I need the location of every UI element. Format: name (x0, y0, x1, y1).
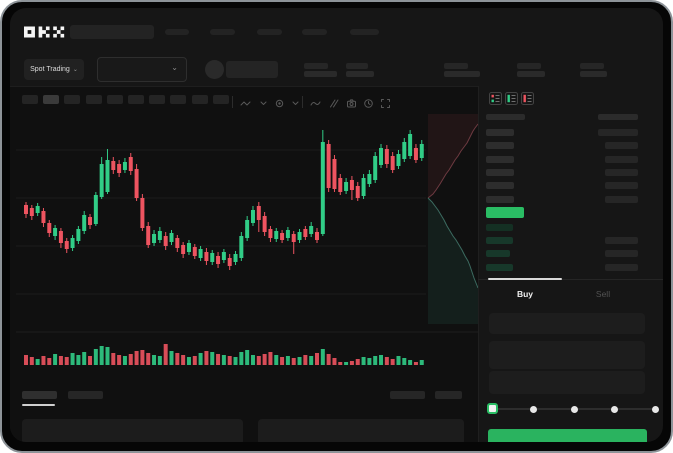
ask-price-placeholder[interactable] (486, 182, 514, 189)
global-search-input[interactable] (70, 25, 154, 39)
clock-icon[interactable] (363, 96, 374, 108)
chevron-down-icon: ⌄ (72, 67, 78, 73)
pair-name-placeholder (226, 61, 278, 78)
top-nav-item[interactable] (165, 29, 189, 35)
top-nav-item[interactable] (350, 29, 379, 35)
orderbook-price-header (486, 114, 525, 120)
interval-button[interactable] (64, 95, 81, 104)
interval-button[interactable] (106, 95, 123, 104)
bottom-action-placeholder[interactable] (390, 391, 425, 399)
interval-button[interactable] (85, 95, 102, 104)
ask-amount-placeholder (605, 169, 638, 176)
interval-button[interactable] (128, 95, 144, 104)
bid-amount-placeholder (605, 250, 638, 257)
bid-price-placeholder[interactable] (486, 237, 513, 244)
orderbook-view-toggles (489, 92, 534, 110)
ask-price-placeholder[interactable] (486, 142, 514, 149)
interval-button[interactable] (149, 95, 166, 104)
slider-stop-dot[interactable] (610, 406, 618, 413)
interval-button[interactable] (191, 95, 208, 104)
bid-price-placeholder[interactable] (486, 264, 513, 271)
ask-amount-placeholder (605, 196, 638, 203)
bottom-panel-left (22, 419, 243, 442)
book-asks-icon[interactable] (521, 92, 534, 110)
bid-price-placeholder[interactable] (486, 224, 513, 231)
app-screen: Spot Trading ⌄ ⌄ (10, 8, 663, 442)
order-input-field[interactable] (489, 371, 645, 394)
subheader-divider (10, 86, 478, 87)
book-both-icon[interactable] (489, 92, 502, 110)
interval-button[interactable] (43, 95, 60, 104)
ask-price-placeholder[interactable] (486, 129, 514, 136)
chevron-down-icon: ⌄ (171, 63, 178, 72)
target-icon[interactable] (274, 96, 285, 108)
slider-stop-dot[interactable] (651, 406, 659, 413)
bid-amount-placeholder (605, 237, 638, 244)
active-tab-indicator (488, 278, 562, 280)
top-nav-item[interactable] (210, 29, 235, 35)
interval-button[interactable] (170, 95, 187, 104)
coin-icon (205, 60, 224, 79)
buy-submit-button[interactable] (488, 429, 647, 442)
slider-stop-dot[interactable] (529, 406, 537, 413)
bid-amount-placeholder (605, 264, 638, 271)
top-nav-item[interactable] (257, 29, 282, 35)
camera-icon[interactable] (346, 96, 357, 108)
last-price-highlight (486, 207, 524, 218)
stat-label-placeholder (346, 63, 368, 69)
stat-label-placeholder (580, 63, 604, 69)
slider-stop-dot[interactable] (570, 406, 578, 413)
expand-icon[interactable] (380, 96, 391, 108)
market-type-selector[interactable]: Spot Trading ⌄ (24, 59, 84, 80)
wave-icon[interactable] (240, 96, 251, 107)
stat-label-placeholder (304, 63, 328, 69)
ask-price-placeholder[interactable] (486, 156, 514, 163)
toolbar-divider (232, 96, 233, 108)
ask-amount-placeholder (605, 156, 638, 163)
tab-buy[interactable]: Buy (516, 289, 534, 299)
ask-amount-placeholder (605, 182, 638, 189)
trading-pair-dropdown[interactable]: ⌄ (97, 57, 187, 82)
stat-value-placeholder (517, 71, 545, 77)
stat-label-placeholder (517, 63, 541, 69)
chevron-down-icon[interactable] (290, 96, 301, 107)
bottom-tab-active[interactable] (22, 391, 57, 399)
ask-price-placeholder[interactable] (486, 169, 514, 176)
bottom-action-placeholder[interactable] (435, 391, 462, 399)
stat-value-placeholder (580, 71, 607, 77)
stat-value-placeholder (346, 71, 374, 77)
ask-amount-placeholder (605, 142, 638, 149)
stat-label-placeholder (444, 63, 468, 69)
book-bids-icon[interactable] (505, 92, 518, 110)
stat-value-placeholder (304, 71, 337, 77)
panel-divider (478, 86, 479, 442)
order-input-field[interactable] (489, 313, 645, 334)
bottom-panel-right (258, 419, 464, 442)
orderbook-amount-header (598, 114, 638, 120)
interval-button[interactable] (22, 95, 38, 104)
form-divider (478, 279, 663, 280)
chevron-down-icon[interactable] (258, 96, 269, 107)
bid-price-placeholder[interactable] (486, 250, 510, 257)
amount-slider-handle[interactable] (487, 403, 498, 414)
chart-section-background (10, 86, 478, 442)
toolbar-divider (302, 96, 303, 108)
top-nav-item[interactable] (302, 29, 327, 35)
ask-price-placeholder[interactable] (486, 196, 514, 203)
stat-value-placeholder (444, 71, 480, 77)
okx-logo (24, 26, 65, 38)
parallel-lines-icon[interactable] (328, 96, 339, 108)
ask-amount-placeholder (598, 129, 638, 136)
tab-sell[interactable]: Sell (595, 289, 611, 299)
order-input-field[interactable] (489, 341, 645, 369)
interval-button[interactable] (212, 95, 229, 104)
bottom-tab-indicator (22, 404, 55, 406)
curve-icon[interactable] (310, 96, 321, 107)
bottom-tab[interactable] (68, 391, 103, 399)
market-type-label: Spot Trading (30, 66, 70, 73)
